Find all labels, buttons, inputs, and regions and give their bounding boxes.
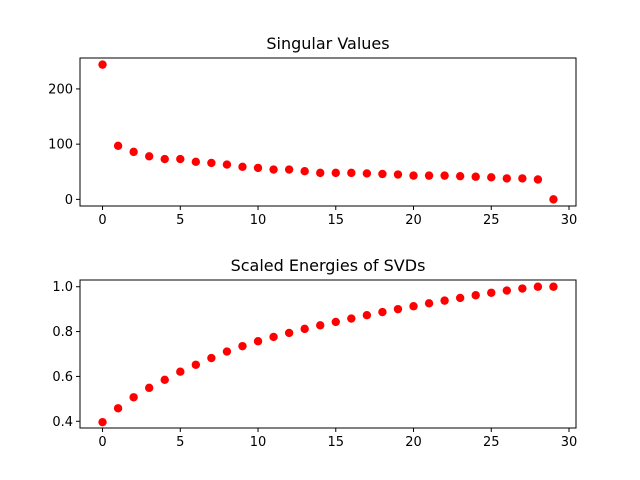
data-point — [518, 174, 527, 183]
data-point — [269, 332, 278, 342]
data-point — [160, 154, 169, 164]
x-tick-label: 20 — [405, 213, 422, 228]
data-point — [98, 417, 107, 427]
x-tick-label: 10 — [250, 435, 267, 450]
x-tick-label: 5 — [176, 435, 184, 450]
data-point — [98, 60, 107, 69]
x-tick-label: 5 — [176, 213, 184, 228]
data-point — [129, 393, 138, 402]
data-point — [409, 171, 418, 180]
data-point — [316, 168, 325, 178]
data-point — [440, 171, 449, 180]
y-tick-label: 200 — [48, 82, 73, 97]
data-point — [238, 341, 247, 351]
data-point — [549, 282, 558, 291]
data-point — [331, 168, 340, 178]
data-point — [316, 321, 325, 330]
data-point — [160, 375, 169, 384]
x-tick-label: 20 — [405, 435, 422, 450]
data-point — [207, 158, 216, 168]
data-point — [424, 299, 434, 308]
data-point — [471, 291, 480, 300]
y-tick-label: 100 — [48, 138, 73, 153]
data-point — [440, 296, 449, 305]
data-point — [222, 347, 232, 356]
data-point — [471, 172, 480, 181]
data-point — [331, 317, 340, 327]
data-point — [424, 171, 434, 180]
data-point — [487, 173, 496, 182]
data-point — [378, 307, 387, 317]
data-point — [113, 404, 123, 413]
data-point — [362, 169, 372, 178]
x-tick-label: 0 — [98, 435, 106, 450]
x-tick-label: 15 — [328, 213, 345, 228]
data-point — [253, 337, 263, 346]
x-tick-label: 30 — [561, 435, 578, 450]
data-point — [393, 304, 403, 314]
data-point — [533, 282, 543, 291]
data-point — [409, 302, 418, 311]
y-tick-label: 0.6 — [52, 370, 73, 385]
data-point — [284, 165, 294, 174]
data-point — [284, 328, 294, 338]
data-point — [144, 152, 154, 161]
data-point — [176, 154, 185, 164]
x-tick-label: 10 — [250, 213, 267, 228]
y-tick-label: 1.0 — [52, 280, 73, 295]
y-tick-label: 0.4 — [52, 415, 73, 430]
data-point — [502, 174, 512, 183]
data-point — [455, 293, 465, 303]
data-point — [487, 288, 496, 297]
x-tick-label: 15 — [328, 435, 345, 450]
y-tick-label: 0.8 — [52, 325, 73, 340]
x-tick-label: 25 — [483, 213, 500, 228]
data-point — [347, 314, 356, 323]
data-point — [269, 165, 278, 174]
data-point — [113, 141, 123, 151]
axes-frame — [79, 57, 577, 207]
singular-values-plot: Singular Values 0 5 10 15 20 25 30 0 100 200 — [48, 34, 577, 228]
data-point — [378, 169, 387, 179]
x-tick-label: 30 — [561, 213, 578, 228]
scaled-energies-plot: Scaled Energies of SVDs 0 5 10 15 20 25 30 0.4 0.… — [52, 256, 577, 450]
data-point — [518, 284, 527, 293]
data-point — [176, 367, 185, 376]
data-point — [253, 163, 263, 173]
data-point — [455, 171, 465, 181]
chart-title: Singular Values — [266, 34, 389, 53]
y-tick-label: 0 — [65, 193, 73, 208]
data-point — [347, 168, 356, 178]
x-tick-label: 0 — [98, 213, 106, 228]
data-point — [549, 195, 558, 204]
data-point — [207, 353, 216, 363]
data-point — [191, 360, 201, 369]
data-point — [129, 147, 138, 157]
data-point — [144, 383, 154, 393]
data-point — [300, 167, 309, 176]
data-point — [238, 162, 247, 171]
data-point — [191, 157, 201, 167]
data-point — [300, 324, 309, 334]
data-point — [502, 286, 512, 295]
chart-title: Scaled Energies of SVDs — [231, 256, 426, 275]
data-point — [222, 160, 232, 169]
data-point — [533, 175, 543, 184]
axes-frame — [79, 279, 577, 429]
data-point — [362, 311, 372, 320]
x-tick-label: 25 — [483, 435, 500, 450]
data-point — [393, 170, 403, 179]
